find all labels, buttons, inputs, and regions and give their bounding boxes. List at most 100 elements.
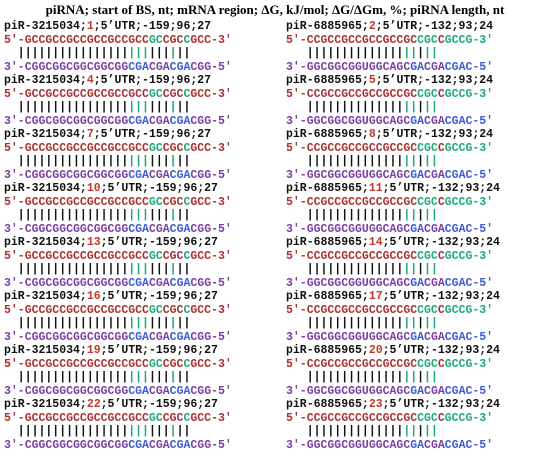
entry-header: piR-3215034;1;5’UTR;-159;96;27 (4, 20, 232, 34)
pirna-sequence-segment: CGAC-5' (444, 384, 494, 398)
pirna-sequence: 3'-CGGCGGCGGCGGCGGCGACGACGACGG-5' (4, 331, 232, 345)
mrna-sequence-segment: 5'-GCCGCCGCCGCCGCCGCC (4, 141, 149, 155)
mrna-sequence-segment: 5'-GCCGCCGCCGCCGCCGCC (4, 303, 149, 317)
mrna-sequence-segment: C (437, 195, 445, 209)
pirna-sequence-segment: CGAC-5' (444, 222, 494, 236)
pairing-bars-segment: ||| (128, 425, 149, 438)
pairing-bars-segment: || (424, 209, 438, 222)
binding-site-entry: piR-6885965;17;5’UTR;-132;93;24 5'-CCGCCG… (286, 290, 500, 344)
mrna-sequence-segment: CGC (417, 87, 438, 101)
entry-header: piR-3215034;19;5’UTR;-159;96;27 (4, 344, 232, 358)
pirna-sequence-segment: 3'-CGGCGGCGGCGGCGG (4, 384, 129, 398)
mrna-sequence-segment: C (183, 357, 191, 371)
separator: ; (361, 128, 369, 141)
pirna-sequence-segment: CGAC-5' (444, 114, 494, 128)
pirna-sequence-segment: CGA (169, 222, 191, 236)
pirna-name: piR-3215034 (4, 398, 80, 411)
mrna-sequence-segment: 5'-GCCGCCGCCGCCGCCGCC (4, 411, 149, 425)
mrna-sequence-segment: GCC-3' (190, 141, 232, 155)
mrna-sequence-segment: GCC-3' (190, 249, 232, 263)
pirna-sequence-segment: CGA (128, 330, 149, 344)
left-column: piR-3215034;1;5’UTR;-159;96;27 5'-GCCGCCG… (4, 20, 232, 452)
pirna-name: piR-6885965 (286, 290, 362, 303)
pirna-sequence: 3'-GGCGGCGGUGGCAGCGACGACGAC-5' (286, 385, 500, 399)
pairing-bars-segment: || (403, 371, 418, 384)
mrna-sequence: 5'-GCCGCCGCCGCCGCCGCCGCCGCCGCC-3' (4, 358, 232, 372)
entry-header: piR-3215034;16;5’UTR;-159;96;27 (4, 290, 232, 304)
pairing-bars-segment: |||||||||||||||| (4, 425, 129, 438)
pairing-bars-segment: || (403, 263, 418, 276)
pirna-sequence-segment: CGA (424, 222, 445, 236)
mrna-sequence-segment: GC (148, 249, 163, 263)
pirna-sequence-segment: 3'-GGCGGCGGUGGCAGC (286, 438, 411, 452)
pairing-bars-segment: |||||||||||||| (286, 371, 404, 384)
pirna-sequence: 3'-GGCGGCGGUGGCAGCGACGACGAC-5' (286, 169, 500, 183)
pirna-sequence-segment: 3'-CGGCGGCGGCGGCGG (4, 438, 129, 452)
separator: ; (79, 344, 87, 357)
entry-header: piR-3215034;22;5’UTR;-159;96;27 (4, 398, 232, 412)
pirna-sequence-segment: 3'-GGCGGCGGUGGCAGC (286, 222, 411, 236)
mrna-sequence-segment: GCCG-3' (444, 357, 494, 371)
entry-header: piR-6885965;23;5’UTR;-132;93;24 (286, 398, 500, 412)
pairing-bars-segment: |||||||||||||||| (4, 317, 129, 330)
binding-site-entry: piR-3215034;19;5’UTR;-159;96;27 5'-GCCGCC… (4, 344, 232, 398)
binding-site-entry: piR-3215034;22;5’UTR;-159;96;27 5'-GCCGCC… (4, 398, 232, 452)
separator: ; (361, 290, 369, 303)
pirna-sequence-segment: CGAC-5' (444, 438, 494, 452)
pairing-bars-segment: ||| (148, 425, 170, 438)
pirna-sequence-segment: 3'-CGGCGGCGGCGGCGG (4, 60, 129, 74)
pairing-bars: ||||||||||||||||||||||||| (4, 371, 232, 385)
pirna-sequence: 3'-GGCGGCGGUGGCAGCGACGACGAC-5' (286, 439, 500, 453)
mrna-sequence-segment: GCC-3' (190, 357, 232, 371)
mrna-sequence-segment: CGC (417, 195, 438, 209)
mrna-sequence: 5'-GCCGCCGCCGCCGCCGCCGCCGCCGCC-3' (4, 88, 232, 102)
mrna-sequence-segment: C (183, 33, 191, 47)
pirna-sequence: 3'-CGGCGGCGGCGGCGGCGACGACGACGG-5' (4, 169, 232, 183)
mrna-sequence: 5'-GCCGCCGCCGCCGCCGCCGCCGCCGCC-3' (4, 196, 232, 210)
pairing-bars-segment: |||||||||||||||| (4, 371, 129, 384)
pirna-sequence-segment: GA (410, 222, 425, 236)
mrna-sequence-segment: CGC (417, 411, 438, 425)
mrna-sequence: 5'-GCCGCCGCCGCCGCCGCCGCCGCCGCC-3' (4, 304, 232, 318)
pairing-bars-segment: ||| (148, 371, 170, 384)
pirna-name: piR-3215034 (4, 344, 80, 357)
pirna-sequence-segment: CGA (424, 330, 445, 344)
pairing-bars: ||||||||||||||||||| (286, 155, 500, 169)
pairing-bars: ||||||||||||||||||| (286, 209, 500, 223)
pirna-sequence: 3'-GGCGGCGGUGGCAGCGACGACGAC-5' (286, 61, 500, 75)
mrna-sequence-segment: 5'-GCCGCCGCCGCCGCCGCC (4, 357, 149, 371)
pirna-sequence-segment: 3'-GGCGGCGGUGGCAGC (286, 276, 411, 290)
mrna-sequence: 5'-CCGCCGCCGCCGCCGCCGCCGCCG-3' (286, 304, 500, 318)
pirna-sequence-segment: CGG-5' (190, 222, 232, 236)
pirna-name: piR-6885965 (286, 236, 362, 249)
binding-site-entry: piR-3215034;7;5’UTR;-159;96;27 5'-GCCGCCG… (4, 128, 232, 182)
pirna-sequence-segment: GA (410, 438, 425, 452)
pairing-bars: ||||||||||||||||||||||||| (4, 317, 232, 331)
pirna-sequence: 3'-CGGCGGCGGCGGCGGCGACGACGACGG-5' (4, 385, 232, 399)
pirna-sequence-segment: CGA (148, 276, 170, 290)
separator: ; (361, 182, 369, 195)
pirna-sequence-segment: CGA (169, 114, 191, 128)
mrna-sequence: 5'-GCCGCCGCCGCCGCCGCCGCCGCCGCC-3' (4, 250, 232, 264)
binding-site-entry: piR-6885965;5;5’UTR;-132;93;24 5'-CCGCCGC… (286, 74, 500, 128)
mrna-sequence-segment: GC (148, 411, 163, 425)
mrna-sequence-segment: 5'-CCGCCGCCGCCGCCGC (286, 195, 418, 209)
mrna-sequence-segment: 5'-CCGCCGCCGCCGCCGC (286, 249, 418, 263)
entry-header: piR-6885965;11;5’UTR;-132;93;24 (286, 182, 500, 196)
pairing-bars-segment: ||| (128, 155, 149, 168)
binding-site-entry: piR-3215034;16;5’UTR;-159;96;27 5'-GCCGCC… (4, 290, 232, 344)
pairing-bars: ||||||||||||||||||||||||| (4, 155, 232, 169)
mrna-sequence-segment: CGC (162, 357, 184, 371)
entry-attributes: ;5’UTR;-132;93;24 (375, 20, 494, 33)
mrna-sequence: 5'-GCCGCCGCCGCCGCCGCCGCCGCCGCC-3' (4, 412, 232, 426)
mrna-sequence-segment: GCCG-3' (444, 303, 494, 317)
separator: ; (79, 20, 87, 33)
pirna-sequence-segment: CGA (148, 330, 170, 344)
mrna-sequence-segment: GC (148, 141, 163, 155)
bs-start: 11 (368, 182, 383, 195)
pirna-sequence-segment: CGA (128, 168, 149, 182)
binding-site-entry: piR-6885965;2;5’UTR;-132;93;24 5'-CCGCCGC… (286, 20, 500, 74)
mrna-sequence-segment: GC (148, 303, 163, 317)
pairing-bars-segment: ||| (148, 317, 170, 330)
entry-attributes: ;5’UTR;-159;96;27 (100, 236, 218, 249)
